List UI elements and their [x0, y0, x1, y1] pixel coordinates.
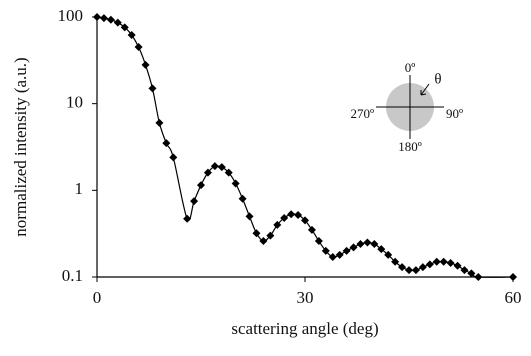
point: [155, 118, 164, 127]
point: [238, 194, 247, 203]
point: [217, 163, 226, 172]
point: [259, 237, 268, 246]
point: [141, 60, 150, 69]
point: [425, 260, 434, 269]
diagram-label: 270º: [350, 106, 374, 121]
point: [197, 181, 205, 190]
y-tick-label: 100: [58, 6, 84, 25]
x-axis-label: scattering angle (deg): [231, 319, 378, 338]
point: [252, 229, 261, 238]
point: [106, 15, 115, 24]
point: [120, 23, 129, 32]
diagram-label: 0º: [405, 60, 416, 75]
point: [509, 273, 517, 281]
point: [453, 261, 462, 270]
point: [113, 18, 122, 27]
point: [342, 246, 351, 255]
point: [127, 30, 136, 39]
point: [384, 250, 393, 259]
point: [467, 269, 476, 278]
point: [411, 266, 420, 275]
point: [335, 250, 344, 259]
angle-diagram: 0º 90º 180º 270º θ: [350, 60, 463, 154]
series-line: [96, 16, 514, 278]
point: [203, 168, 212, 177]
x-tick-label: 0: [93, 288, 102, 307]
point: [446, 259, 455, 268]
point: [405, 266, 413, 275]
point: [314, 237, 323, 246]
point: [183, 214, 192, 223]
point: [294, 210, 303, 219]
point: [432, 257, 441, 266]
diagram-label: 90º: [446, 106, 463, 121]
point: [210, 162, 219, 171]
point: [377, 245, 386, 254]
y-axis-label: normalized intensity (a.u.): [11, 57, 30, 236]
point: [328, 253, 337, 262]
point: [245, 212, 254, 221]
point: [439, 257, 448, 266]
point: [460, 266, 469, 275]
y-tick-label: 10: [66, 93, 83, 112]
point: [93, 13, 101, 21]
point: [280, 213, 289, 222]
point: [273, 220, 282, 229]
angle-arrow: [420, 83, 430, 96]
x-tick-label: 60: [505, 288, 522, 307]
y-tick-label: 1: [75, 179, 84, 198]
diagram-label: θ: [434, 71, 441, 87]
point: [99, 14, 108, 23]
point: [148, 84, 157, 93]
point: [370, 240, 379, 249]
point: [349, 243, 358, 252]
point: [287, 210, 296, 219]
point: [356, 240, 365, 249]
point: [391, 257, 400, 266]
point: [134, 43, 143, 52]
y-tick-label: 0.1: [62, 266, 83, 285]
point: [231, 179, 240, 188]
point: [363, 238, 372, 247]
point: [169, 153, 178, 162]
point: [190, 197, 199, 206]
x-tick-label: 30: [297, 288, 314, 307]
diagram-label: 180º: [398, 139, 422, 154]
point: [418, 263, 427, 272]
point: [321, 246, 330, 255]
point: [162, 139, 171, 148]
point: [398, 263, 407, 272]
point: [474, 273, 483, 281]
point: [307, 225, 316, 234]
point: [224, 168, 233, 177]
point: [266, 231, 275, 240]
point: [301, 216, 309, 225]
